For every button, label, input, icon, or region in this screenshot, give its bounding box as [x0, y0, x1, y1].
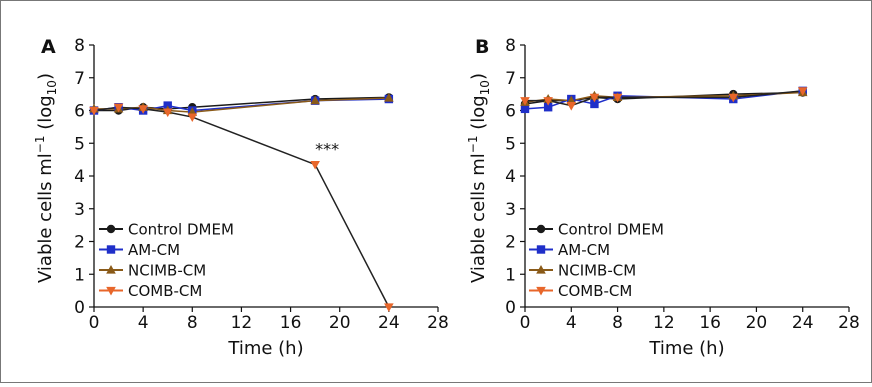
x-tick-label: 20: [746, 313, 768, 333]
data-point: [138, 105, 148, 114]
data-point: [310, 160, 320, 170]
data-point: [566, 101, 577, 111]
x-tick-label: 8: [612, 313, 623, 333]
y-tick-label: 8: [505, 36, 516, 56]
x-axis-title: Time (h): [648, 338, 724, 359]
y-tick-label: 8: [74, 36, 85, 56]
x-tick-label: 12: [231, 313, 253, 333]
series-markers-comb-cm: [89, 103, 394, 312]
legend-label: NCIMB-CM: [128, 262, 206, 280]
legend: Control DMEM AM-CM NCIMB-CM COMB-CM: [99, 221, 234, 300]
legend-swatch-marker: [106, 245, 116, 254]
x-tick-label: 16: [280, 313, 302, 333]
legend-swatch-marker: [536, 265, 546, 274]
x-tick-label: 8: [187, 313, 198, 333]
legend-item: COMB-CM: [99, 282, 202, 300]
y-tick-label: 5: [505, 134, 516, 154]
data-point: [520, 97, 530, 106]
data-point: [384, 93, 394, 102]
panel-letter: B: [475, 36, 489, 58]
legend: Control DMEM AM-CM NCIMB-CM COMB-CM: [529, 221, 664, 300]
x-tick-label: 0: [520, 313, 531, 333]
y-tick-label: 0: [505, 298, 516, 318]
data-point: [543, 103, 553, 112]
y-tick-label: 3: [505, 200, 516, 220]
data-point: [162, 108, 173, 118]
y-tick-label: 2: [505, 233, 516, 253]
legend-label: AM-CM: [558, 241, 610, 259]
y-tick-label: 1: [74, 265, 85, 285]
legend-label: Control DMEM: [128, 221, 234, 239]
data-point: [187, 113, 198, 123]
legend-label: Control DMEM: [558, 221, 664, 239]
data-point: [310, 95, 320, 105]
legend-swatch-marker: [106, 265, 116, 274]
legend-item: AM-CM: [99, 241, 180, 259]
legend-swatch-marker: [106, 224, 116, 234]
x-tick-label: 20: [329, 313, 351, 333]
significance-annotation: ***: [315, 140, 339, 159]
data-point: [612, 93, 623, 103]
data-point: [590, 99, 599, 109]
y-tick-label: 7: [505, 69, 516, 89]
data-point: [543, 97, 553, 106]
x-tick-label: 28: [427, 313, 449, 333]
data-point: [113, 103, 124, 113]
legend-item: Control DMEM: [529, 221, 664, 239]
y-tick-label: 5: [74, 134, 85, 154]
y-tick-label: 2: [74, 233, 85, 253]
legend-label: NCIMB-CM: [558, 262, 636, 280]
x-tick-label: 12: [653, 313, 675, 333]
legend-item: NCIMB-CM: [529, 262, 636, 280]
data-point: [520, 104, 530, 114]
y-tick-label: 7: [74, 69, 85, 89]
legend-swatch-marker: [106, 286, 116, 296]
legend-swatch-marker: [536, 245, 546, 254]
series-markers-control-dmem: [520, 88, 807, 109]
x-axis-title: Time (h): [227, 338, 303, 359]
legend-item: COMB-CM: [529, 282, 632, 300]
y-tick-label: 4: [74, 167, 85, 187]
legend-item: NCIMB-CM: [99, 262, 206, 280]
y-axis-title: Viable cells ml−1 (log10): [33, 73, 59, 283]
legend-label: COMB-CM: [558, 282, 632, 300]
x-tick-label: 4: [566, 313, 577, 333]
legend-label: AM-CM: [128, 241, 180, 259]
y-tick-label: 0: [74, 298, 85, 318]
data-point: [89, 106, 99, 116]
y-tick-label: 1: [505, 265, 516, 285]
data-point: [589, 93, 600, 103]
y-tick-label: 6: [505, 102, 516, 122]
y-tick-label: 3: [74, 200, 85, 220]
panel-letter: A: [41, 36, 56, 58]
x-tick-label: 24: [378, 313, 400, 333]
y-axis-title: Viable cells ml−1 (log10): [466, 73, 492, 283]
x-tick-label: 28: [838, 313, 860, 333]
series-markers-comb-cm: [520, 87, 808, 111]
x-tick-label: 4: [138, 313, 149, 333]
data-point: [384, 303, 394, 312]
legend-label: COMB-CM: [128, 282, 202, 300]
x-tick-label: 24: [792, 313, 814, 333]
x-tick-label: 0: [89, 313, 100, 333]
data-point: [728, 93, 739, 103]
y-tick-label: 6: [74, 102, 85, 122]
data-point: [797, 87, 808, 96]
legend-swatch-marker: [536, 286, 546, 296]
legend-item: Control DMEM: [99, 221, 234, 239]
y-tick-label: 4: [505, 167, 516, 187]
x-tick-label: 16: [699, 313, 721, 333]
legend-item: AM-CM: [529, 241, 610, 259]
legend-swatch-marker: [536, 224, 546, 234]
